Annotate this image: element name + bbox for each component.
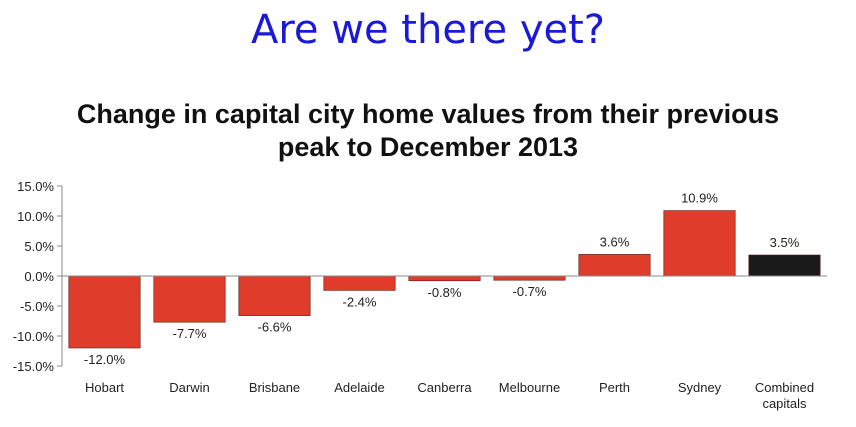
category-label: Melbourne [499,380,560,395]
y-tick-label: -15.0% [13,359,55,374]
category-label: capitals [762,396,807,411]
chart-title-line-1: Change in capital city home values from … [76,99,780,129]
y-tick-label: 5.0% [24,239,54,254]
headline: Are we there yet? [250,7,606,53]
category-label: Sydney [678,380,722,395]
data-label: -0.7% [513,284,547,299]
data-label: -12.0% [84,352,126,367]
bar-sydney [663,210,736,277]
data-label: 3.6% [600,234,630,249]
bar-melbourne [493,275,566,281]
data-label: -7.7% [173,326,207,341]
data-label: -6.6% [258,320,292,335]
category-label: Combined [755,380,814,395]
chart-title-line-2: peak to December 2013 [277,132,579,162]
bar-perth [578,254,651,277]
category-label: Brisbane [249,380,300,395]
bar-brisbane [238,275,311,316]
category-label: Adelaide [334,380,385,395]
y-tick-label: 15.0% [17,179,54,194]
bar-darwin [153,275,226,323]
bar-combined-capitals [748,254,821,277]
y-tick-label: 0.0% [24,269,54,284]
category-label: Hobart [85,380,124,395]
data-label: 10.9% [681,191,718,206]
data-label: -0.8% [428,285,462,300]
data-label: 3.5% [770,235,800,250]
y-tick-label: -5.0% [20,299,54,314]
category-label: Perth [599,380,630,395]
category-label: Darwin [169,380,209,395]
category-label: Canberra [417,380,472,395]
bar-adelaide [323,275,396,291]
bar-canberra [408,275,481,282]
bar-hobart [68,275,141,349]
data-label: -2.4% [343,294,377,309]
chart-title: Change in capital city home values from … [0,98,856,164]
y-tick-label: 10.0% [17,209,54,224]
y-tick-label: -10.0% [13,329,55,344]
